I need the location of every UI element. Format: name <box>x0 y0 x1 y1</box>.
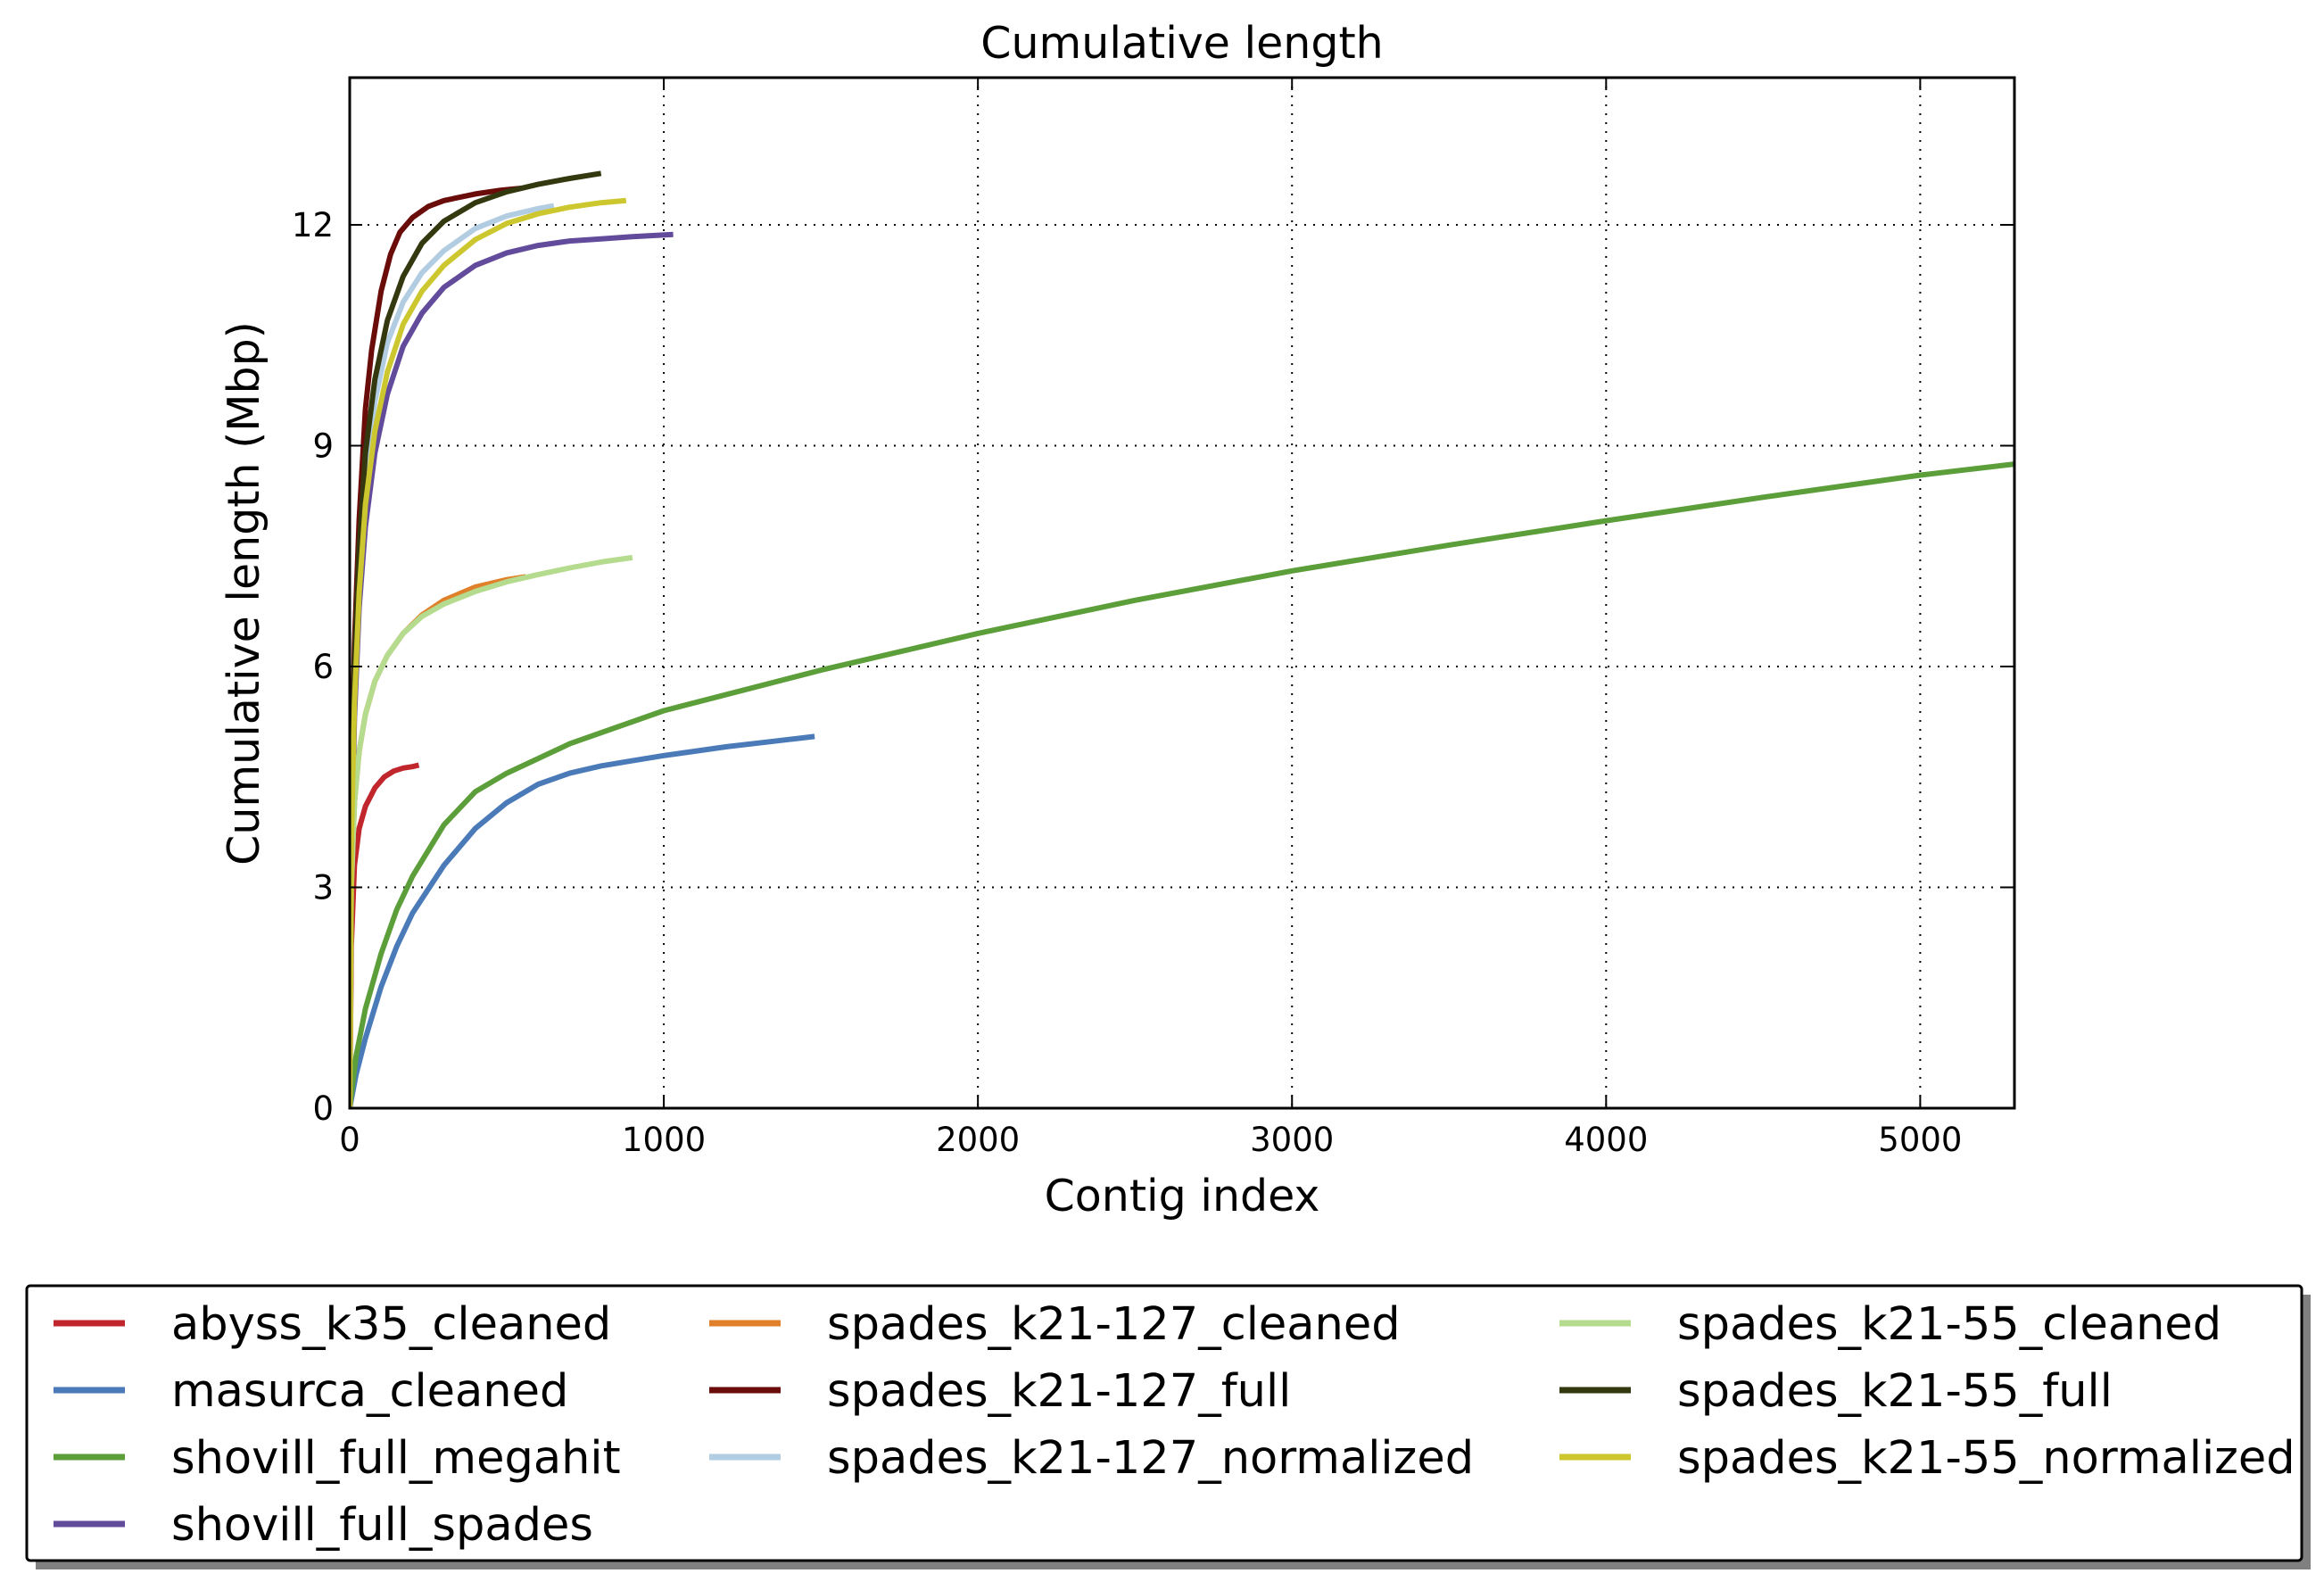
plot-frame <box>348 76 2016 1110</box>
legend-label-spades_k21-127_cleaned: spades_k21-127_cleaned <box>827 1298 1401 1351</box>
y-tick-label: 12 <box>292 206 334 244</box>
y-tick-label: 6 <box>312 648 334 686</box>
legend-label-spades_k21-55_normalized: spades_k21-55_normalized <box>1677 1432 2295 1485</box>
legend-label-masurca_cleaned: masurca_cleaned <box>171 1365 568 1418</box>
series-line-masurca_cleaned <box>350 733 815 1108</box>
legend-label-shovill_full_megahit: shovill_full_megahit <box>171 1432 621 1485</box>
x-tick-label: 2000 <box>936 1121 1020 1159</box>
x-tick-label: 5000 <box>1878 1121 1962 1159</box>
x-axis-label: Contig index <box>1045 1171 1320 1221</box>
legend-label-spades_k21-127_full: spades_k21-127_full <box>827 1365 1291 1418</box>
x-tick-label: 4000 <box>1564 1121 1648 1159</box>
axis-ticks: 0 1000 2000 3000 4000 5000 0 3 6 9 12 <box>292 78 2014 1159</box>
legend-entries: abyss_k35_cleaned masurca_cleaned shovill_… <box>54 1298 2295 1552</box>
x-tick-label: 1000 <box>622 1121 706 1159</box>
series-line-spades_k21-55_normalized <box>350 197 627 1108</box>
x-tick-label: 0 <box>339 1121 360 1159</box>
legend-label-spades_k21-55_full: spades_k21-55_full <box>1677 1365 2113 1418</box>
legend: abyss_k35_cleaned masurca_cleaned shovill_… <box>25 1284 2311 1569</box>
plot-lines <box>350 170 2014 1108</box>
series-line-shovill_full_megahit <box>350 461 2014 1108</box>
y-tick-label: 0 <box>312 1089 334 1128</box>
legend-label-spades_k21-127_normalized: spades_k21-127_normalized <box>827 1432 1474 1485</box>
legend-label-abyss_k35_cleaned: abyss_k35_cleaned <box>171 1298 611 1351</box>
y-axis-label: Cumulative length (Mbp) <box>219 321 269 865</box>
chart-title: Cumulative length <box>980 18 1383 69</box>
series-line-shovill_full_spades <box>350 231 674 1108</box>
legend-label-spades_k21-55_cleaned: spades_k21-55_cleaned <box>1677 1298 2221 1351</box>
grid <box>350 78 2014 1108</box>
legend-label-shovill_full_spades: shovill_full_spades <box>171 1499 593 1552</box>
x-tick-label: 3000 <box>1250 1121 1334 1159</box>
y-tick-label: 3 <box>312 869 334 907</box>
series-line-spades_k21-55_cleaned <box>350 554 633 1108</box>
y-tick-label: 9 <box>312 427 334 466</box>
series-line-spades_k21-127_cleaned <box>350 574 526 1108</box>
legend-box <box>25 1284 2303 1562</box>
